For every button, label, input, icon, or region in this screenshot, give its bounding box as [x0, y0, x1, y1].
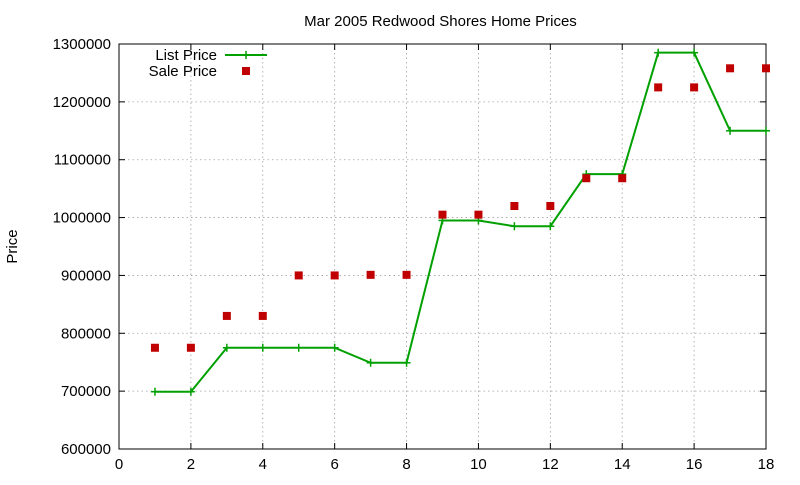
data-point [150, 387, 159, 396]
x-tick-label: 14 [614, 456, 631, 473]
legend-item-list-price: List Price [155, 47, 267, 64]
data-point [402, 270, 411, 279]
data-point [546, 202, 555, 210]
data-point [582, 174, 591, 183]
grid [119, 44, 766, 449]
y-tick-label: 1300000 [53, 36, 111, 53]
x-tick-label: 8 [402, 456, 410, 473]
x-tick-label: 18 [758, 456, 775, 473]
data-point [438, 210, 447, 219]
data-point [402, 358, 411, 367]
x-tick-label: 4 [259, 456, 267, 473]
data-point [222, 311, 231, 320]
chart-title: Mar 2005 Redwood Shores Home Prices [304, 13, 577, 30]
data-point [690, 83, 699, 92]
data-point [258, 343, 267, 352]
x-tick-label: 6 [330, 456, 338, 473]
x-tick-label: 10 [470, 456, 487, 473]
data-point [366, 358, 375, 367]
data-point [186, 343, 195, 352]
x-tick-label: 12 [542, 456, 559, 473]
data-point [330, 343, 339, 352]
series-line-list-price [154, 51, 766, 393]
data-point [366, 270, 375, 279]
legend-label: Sale Price [149, 63, 217, 80]
data-point [330, 271, 339, 280]
data-point [762, 64, 770, 73]
y-axis-label: Price [4, 229, 21, 263]
x-tick-label: 0 [115, 456, 123, 473]
data-point [150, 343, 159, 352]
data-point [294, 343, 303, 352]
data-point [618, 174, 627, 183]
y-tick-label: 800000 [61, 325, 111, 342]
y-tick-label: 900000 [61, 267, 111, 284]
legend-marker [242, 67, 250, 75]
data-point [546, 222, 555, 231]
data-point [762, 126, 770, 135]
y-tick-label: 700000 [61, 383, 111, 400]
y-tick-label: 600000 [61, 441, 111, 458]
series-sale-price [150, 64, 770, 352]
data-point [510, 202, 519, 210]
data-point [294, 271, 303, 280]
data-point [474, 210, 483, 219]
plot-frame [118, 43, 767, 450]
data-point [510, 222, 519, 231]
series-list-price [150, 48, 770, 396]
series [150, 48, 770, 396]
legend-marker [242, 51, 250, 59]
x-tick-label: 2 [187, 456, 195, 473]
legend-item-sale-price: Sale Price [149, 63, 250, 80]
data-point [222, 343, 231, 352]
data-point [654, 48, 663, 57]
y-tick-label: 1200000 [53, 94, 111, 111]
data-point [258, 311, 267, 320]
y-tick-label: 1000000 [53, 210, 111, 227]
data-point [186, 387, 195, 396]
axis-ticks: 0 2 4 6 8 10 12 14 16 18 600000 700000 800000 900000 1… [53, 36, 775, 473]
data-point [690, 48, 699, 57]
legend-label: List Price [155, 47, 217, 64]
x-tick-label: 16 [686, 456, 703, 473]
data-point [654, 83, 663, 92]
data-point [726, 126, 735, 135]
data-point [726, 64, 735, 73]
y-tick-label: 1100000 [54, 152, 111, 169]
